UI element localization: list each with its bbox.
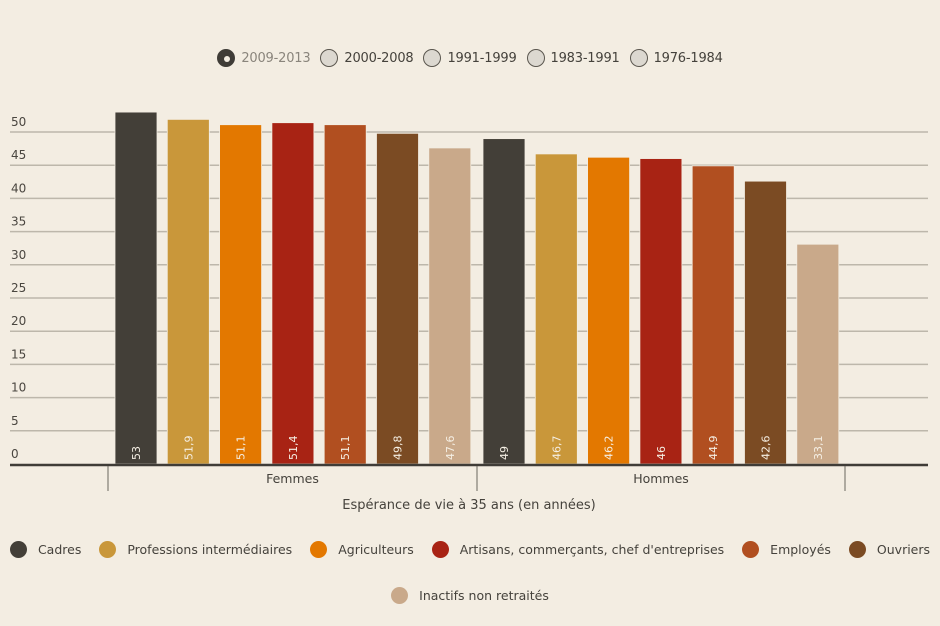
y-tick-label: 25 xyxy=(11,281,26,295)
bar-value-label: 47,6 xyxy=(444,436,457,461)
period-label: 2009-2013 xyxy=(241,50,311,66)
y-tick-label: 50 xyxy=(11,115,26,129)
period-option[interactable]: 1983-1991 xyxy=(526,49,620,67)
legend-item[interactable]: Inactifs non retraités xyxy=(391,586,549,604)
period-option[interactable]: 2009-2013 xyxy=(217,49,311,67)
category-label: Femmes xyxy=(266,471,319,486)
bar-value-label: 51,4 xyxy=(287,436,300,461)
radio-button-icon[interactable] xyxy=(423,49,442,67)
bar xyxy=(114,111,158,465)
bar xyxy=(691,165,735,465)
bar xyxy=(428,147,472,465)
bar xyxy=(219,124,263,465)
bar-value-label: 42,6 xyxy=(760,436,773,461)
bar-value-label: 44,9 xyxy=(707,436,720,461)
period-label: 1991-1999 xyxy=(447,50,517,66)
legend-label: Inactifs non retraités xyxy=(419,587,549,603)
y-tick-label: 5 xyxy=(11,414,19,428)
legend-swatch-icon xyxy=(431,540,449,558)
legend-swatch-icon xyxy=(310,540,328,558)
radio-button-icon[interactable] xyxy=(629,49,648,67)
bar xyxy=(744,180,787,465)
legend-label: Professions intermédiaires xyxy=(127,541,293,557)
y-tick-label: 20 xyxy=(11,314,26,328)
period-selector: 2009-2013 2000-2008 1991-1999 1983-1991 1976… xyxy=(0,46,940,70)
bar-value-label: 46,7 xyxy=(550,436,563,461)
bar-chart: 0 5 10 15 20 25 30 35 40 45 50 53 51,9 51,1 51,4 51,1 49… xyxy=(10,111,928,513)
legend-label: Cadres xyxy=(37,541,82,557)
bar xyxy=(796,243,840,465)
bar-value-label: 51,9 xyxy=(182,436,195,461)
bar xyxy=(323,124,367,465)
legend-item[interactable]: Ouvriers xyxy=(848,540,931,558)
period-label: 1983-1991 xyxy=(550,50,620,66)
bar-value-label: 46 xyxy=(655,446,668,460)
radio-button-icon[interactable] xyxy=(526,49,545,67)
period-option[interactable]: 2000-2008 xyxy=(320,49,414,67)
y-tick-label: 30 xyxy=(11,248,26,262)
bar-value-label: 33,1 xyxy=(812,436,825,461)
legend-swatch-icon xyxy=(99,540,117,558)
bar-value-label: 51,1 xyxy=(235,436,248,461)
y-tick-label: 40 xyxy=(11,181,26,195)
legend: Cadres Professions intermédiaires Agricult… xyxy=(0,540,940,604)
legend-item[interactable]: Agriculteurs xyxy=(310,540,414,558)
bar xyxy=(271,122,315,465)
legend-item[interactable]: Cadres xyxy=(9,540,82,558)
bar xyxy=(534,153,578,465)
period-label: 2000-2008 xyxy=(344,50,414,66)
bar-value-label: 49 xyxy=(498,446,511,460)
x-axis-title: Espérance de vie à 35 ans (en années) xyxy=(342,498,596,513)
y-tick-label: 45 xyxy=(11,148,26,162)
legend-label: Employés xyxy=(770,541,831,557)
bar-value-label: 49,8 xyxy=(392,436,405,461)
legend-swatch-icon xyxy=(9,540,27,558)
period-option[interactable]: 1991-1999 xyxy=(423,49,517,67)
legend-swatch-icon xyxy=(848,540,866,558)
radio-button-icon[interactable] xyxy=(217,49,236,67)
bar xyxy=(166,118,210,465)
bar xyxy=(587,156,630,465)
legend-label: Agriculteurs xyxy=(338,541,414,557)
legend-swatch-icon xyxy=(391,586,409,604)
bar-value-label: 51,1 xyxy=(339,436,352,461)
legend-label: Artisans, commerçants, chef d'entreprise… xyxy=(459,541,725,557)
bar xyxy=(376,132,419,465)
bar xyxy=(639,158,683,465)
period-label: 1976-1984 xyxy=(653,50,723,66)
bar-value-label: 46,2 xyxy=(603,436,616,461)
legend-item[interactable]: Professions intermédiaires xyxy=(99,540,292,558)
y-tick-label: 15 xyxy=(11,347,26,361)
period-option[interactable]: 1976-1984 xyxy=(629,49,723,67)
legend-item[interactable]: Employés xyxy=(742,540,831,558)
bar xyxy=(482,138,526,465)
y-tick-label: 0 xyxy=(11,447,19,461)
radio-button-icon[interactable] xyxy=(320,49,339,67)
y-tick-label: 10 xyxy=(11,381,26,395)
y-tick-label: 35 xyxy=(11,215,26,229)
legend-label: Ouvriers xyxy=(876,541,931,557)
bar-value-label: 53 xyxy=(130,446,143,460)
legend-item[interactable]: Artisans, commerçants, chef d'entreprise… xyxy=(431,540,725,558)
legend-swatch-icon xyxy=(742,540,760,558)
category-label: Hommes xyxy=(633,471,689,486)
